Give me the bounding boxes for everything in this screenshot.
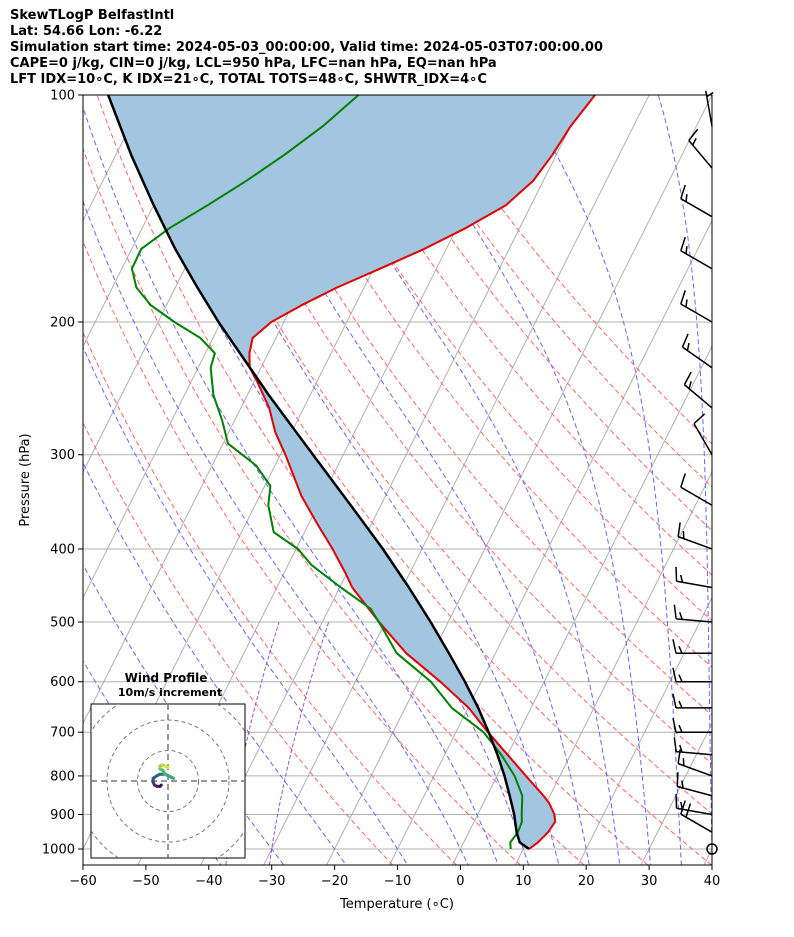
wind-barb — [675, 566, 713, 589]
dewpoint-profile-line — [130, 95, 524, 850]
dry-adiabat-line — [83, 147, 585, 865]
dry-adiabat-line — [194, 95, 712, 765]
location-text: Lat: 54.66 Lon: -6.22 — [10, 24, 163, 39]
wind-barb — [677, 522, 713, 550]
isotherm-line — [83, 95, 210, 348]
y-tick-label: 1000 — [42, 843, 75, 858]
x-tick-label: −50 — [132, 874, 159, 889]
moist-adiabat-line — [522, 95, 682, 865]
dry-adiabat-line — [83, 331, 457, 865]
hodograph-segment — [163, 772, 175, 780]
x-tick-label: −30 — [258, 874, 285, 889]
temperature-profile-line — [248, 95, 596, 850]
x-tick-label: −10 — [384, 874, 411, 889]
isotherm-line — [577, 596, 712, 865]
y-tick-label: 800 — [50, 769, 75, 784]
params-line-1: CAPE=0 j/kg, CIN=0 j/kg, LCL=950 hPa, LF… — [10, 56, 497, 71]
y-tick-label: 400 — [50, 542, 75, 557]
parcel-profile-line — [107, 95, 530, 851]
y-tick-label: 200 — [50, 315, 75, 330]
moist-adiabat-line — [657, 95, 712, 865]
dry-adiabat-line — [226, 95, 712, 716]
moist-adiabat-line — [83, 461, 347, 865]
hodograph-segment — [163, 764, 170, 769]
hodograph-ring — [106, 719, 230, 843]
wind-barb — [706, 843, 718, 855]
y-tick-label: 700 — [50, 726, 75, 741]
x-tick-label: 30 — [641, 874, 658, 889]
wind-barb — [673, 604, 713, 623]
x-tick-label: 20 — [578, 874, 595, 889]
x-tick-label: 10 — [515, 874, 532, 889]
cin-shaded-area — [108, 95, 595, 849]
y-tick-label: 900 — [50, 808, 75, 823]
dry-adiabat-line — [129, 95, 712, 865]
isotherm-line — [326, 95, 712, 865]
isotherm-line — [83, 95, 84, 97]
wind-barb — [672, 718, 712, 733]
isotherm-line — [451, 345, 712, 865]
x-tick-label: 40 — [704, 874, 721, 889]
title-block: SkewTLogP BelfastIntl Lat: 54.66 Lon: -6… — [10, 8, 603, 88]
x-tick-label: −20 — [321, 874, 348, 889]
x-tick-label: −40 — [195, 874, 222, 889]
wind-barb — [683, 371, 713, 409]
x-tick-label: 0 — [456, 874, 464, 889]
hodograph-title: Wind Profile — [125, 671, 208, 685]
wind-barb — [681, 333, 713, 369]
moist-adiabat-line — [83, 105, 499, 865]
wind-barb — [672, 667, 712, 683]
chart-title: SkewTLogP BelfastIntl — [10, 8, 175, 23]
wind-barb — [676, 772, 713, 797]
isotherm-line — [703, 847, 712, 865]
wind-barb — [680, 473, 713, 506]
isotherm-line — [263, 95, 650, 865]
wind-barb — [693, 413, 713, 456]
wind-barb — [672, 693, 712, 709]
hodograph-ring — [136, 749, 200, 813]
wind-barb — [672, 639, 712, 654]
params-line-2: LFT IDX=10∘C, K IDX=21∘C, TOTAL TOTS=48∘… — [10, 72, 487, 87]
hodograph-subtitle: 10m/s increment — [118, 686, 222, 699]
wind-barb — [705, 90, 714, 127]
x-axis-label: Temperature (∘C) — [339, 897, 454, 912]
wind-barb — [680, 800, 713, 833]
mixing-ratio-line — [268, 621, 330, 865]
time-text: Simulation start time: 2024-05-03_00:00:… — [10, 40, 603, 55]
moist-adiabat-line — [83, 200, 469, 865]
x-tick-label: −60 — [69, 874, 96, 889]
moist-adiabat-line — [392, 95, 652, 865]
y-tick-label: 600 — [50, 675, 75, 690]
isotherm-line — [640, 722, 712, 865]
y-tick-label: 100 — [50, 89, 75, 104]
y-axis-label: Pressure (hPa) — [18, 433, 33, 526]
wind-barb — [680, 184, 713, 218]
dry-adiabat-line — [161, 95, 712, 815]
wind-barb — [680, 290, 713, 323]
wind-barb — [688, 128, 713, 169]
dry-adiabat-line — [83, 240, 521, 865]
y-tick-label: 500 — [50, 616, 75, 631]
wind-barb — [680, 236, 713, 270]
moist-adiabat-line — [83, 346, 408, 865]
moist-adiabat-line — [219, 95, 590, 865]
isotherm-line — [514, 470, 712, 865]
isotherm-line — [200, 95, 587, 865]
wind-barb — [673, 737, 713, 756]
wind-barb — [675, 793, 713, 816]
moist-adiabat-line — [294, 95, 621, 865]
dry-adiabat-line — [83, 421, 393, 865]
y-tick-label: 300 — [50, 448, 75, 463]
isotherm-line — [389, 219, 712, 865]
